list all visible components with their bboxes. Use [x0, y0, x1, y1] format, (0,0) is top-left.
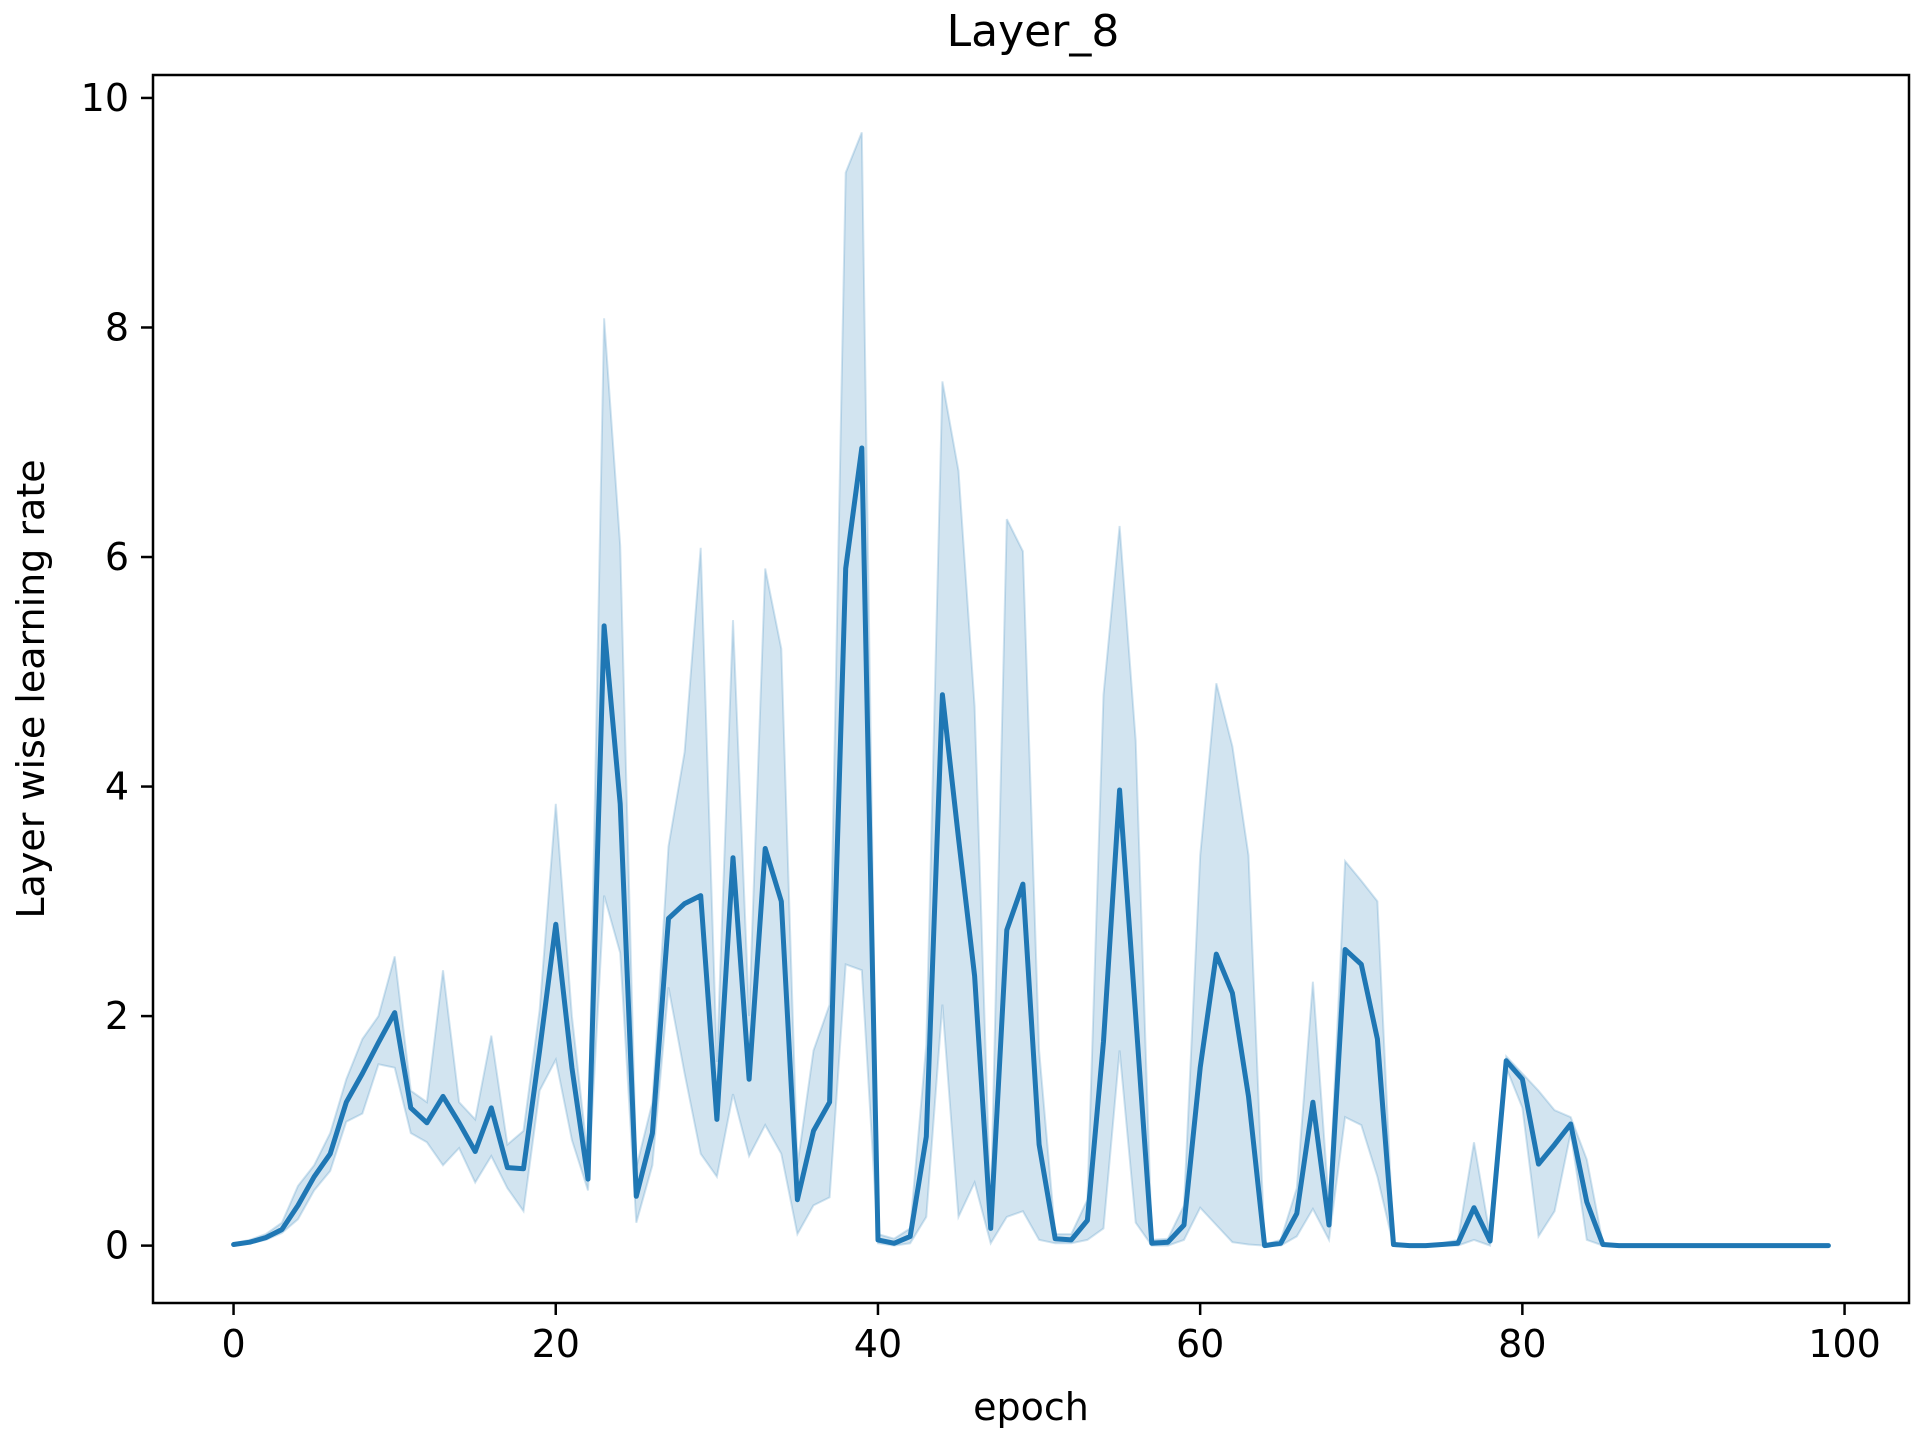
y-tick-label: 0 — [105, 1224, 129, 1268]
y-tick-label: 10 — [81, 76, 129, 120]
y-tick-label: 2 — [105, 994, 129, 1038]
x-axis-label: epoch — [973, 1385, 1089, 1429]
y-tick-label: 8 — [105, 305, 129, 349]
plot-area — [231, 132, 1831, 1249]
x-tick-label: 0 — [221, 1322, 245, 1366]
plot-frame — [151, 73, 1911, 1305]
confidence-band — [232, 132, 1829, 1247]
x-tick-label: 80 — [1498, 1322, 1546, 1366]
x-tick-label: 40 — [854, 1322, 902, 1366]
x-axis: 0 20 40 60 80 100 — [221, 1303, 1881, 1366]
series-line — [231, 445, 1831, 1249]
x-tick-label: 20 — [532, 1322, 580, 1366]
y-tick-label: 6 — [105, 535, 129, 579]
y-axis: 0 2 4 6 8 10 — [81, 76, 153, 1268]
chart-title: Layer_8 — [947, 6, 1120, 57]
y-tick-label: 4 — [105, 765, 129, 809]
x-tick-label: 60 — [1176, 1322, 1224, 1366]
y-axis-label: Layer wise learning rate — [9, 459, 53, 918]
x-tick-label: 100 — [1808, 1322, 1881, 1366]
